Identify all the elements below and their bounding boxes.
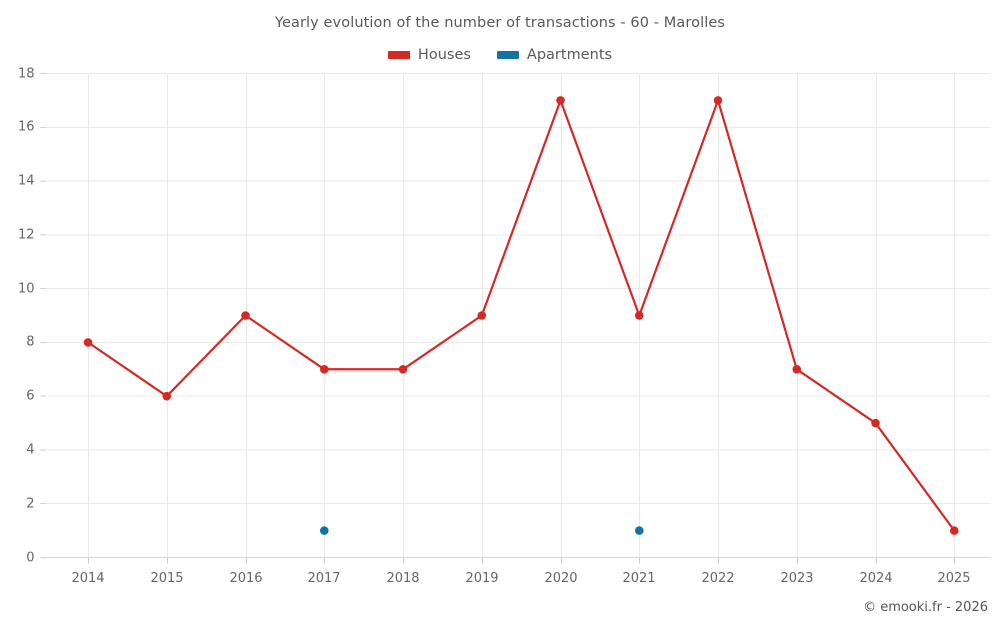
y-axis-tick-label: 0	[26, 550, 35, 565]
legend-swatch-icon	[387, 51, 410, 59]
legend-item-apartments[interactable]: Apartments	[496, 46, 613, 63]
y-axis-tick-label: 18	[17, 66, 35, 81]
x-axis-tick-label: 2019	[465, 570, 499, 586]
x-axis-tick-label: 2020	[544, 570, 578, 586]
legend-swatch-icon	[496, 51, 519, 59]
y-axis-tick-label: 16	[17, 119, 35, 135]
legend-item-label: Apartments	[526, 46, 613, 63]
y-axis-tick-label: 2	[26, 496, 35, 512]
x-axis-tick-label: 2023	[780, 570, 814, 586]
x-axis-tick-label: 2025	[937, 570, 971, 586]
y-axis-tick-label: 12	[17, 227, 35, 243]
x-axis-tick-label: 2015	[150, 570, 184, 586]
x-axis-tick-label: 2018	[386, 570, 420, 586]
x-axis-tick-label: 2021	[622, 570, 656, 586]
x-axis-tick-label: 2016	[229, 570, 263, 586]
x-axis-tick-label: 2017	[307, 570, 341, 586]
x-axis-tick-label: 2022	[701, 570, 735, 586]
y-axis-tick-label: 4	[26, 442, 35, 458]
y-axis-tick-label: 10	[17, 281, 35, 297]
copyright-credit: © emooki.fr - 2026	[863, 600, 988, 615]
chart-title: Yearly evolution of the number of transa…	[274, 15, 726, 31]
legend-item-label: Houses	[417, 46, 471, 63]
y-axis-tick-label: 8	[26, 334, 35, 350]
chart-legend: Houses Apartments	[0, 44, 1000, 66]
y-axis-tick-label: 6	[26, 388, 35, 404]
x-axis-tick-label: 2024	[859, 570, 893, 586]
y-axis-tick-label: 14	[17, 173, 35, 189]
x-axis-tick-label: 2014	[71, 570, 105, 586]
legend-item-houses[interactable]: Houses	[387, 46, 471, 63]
